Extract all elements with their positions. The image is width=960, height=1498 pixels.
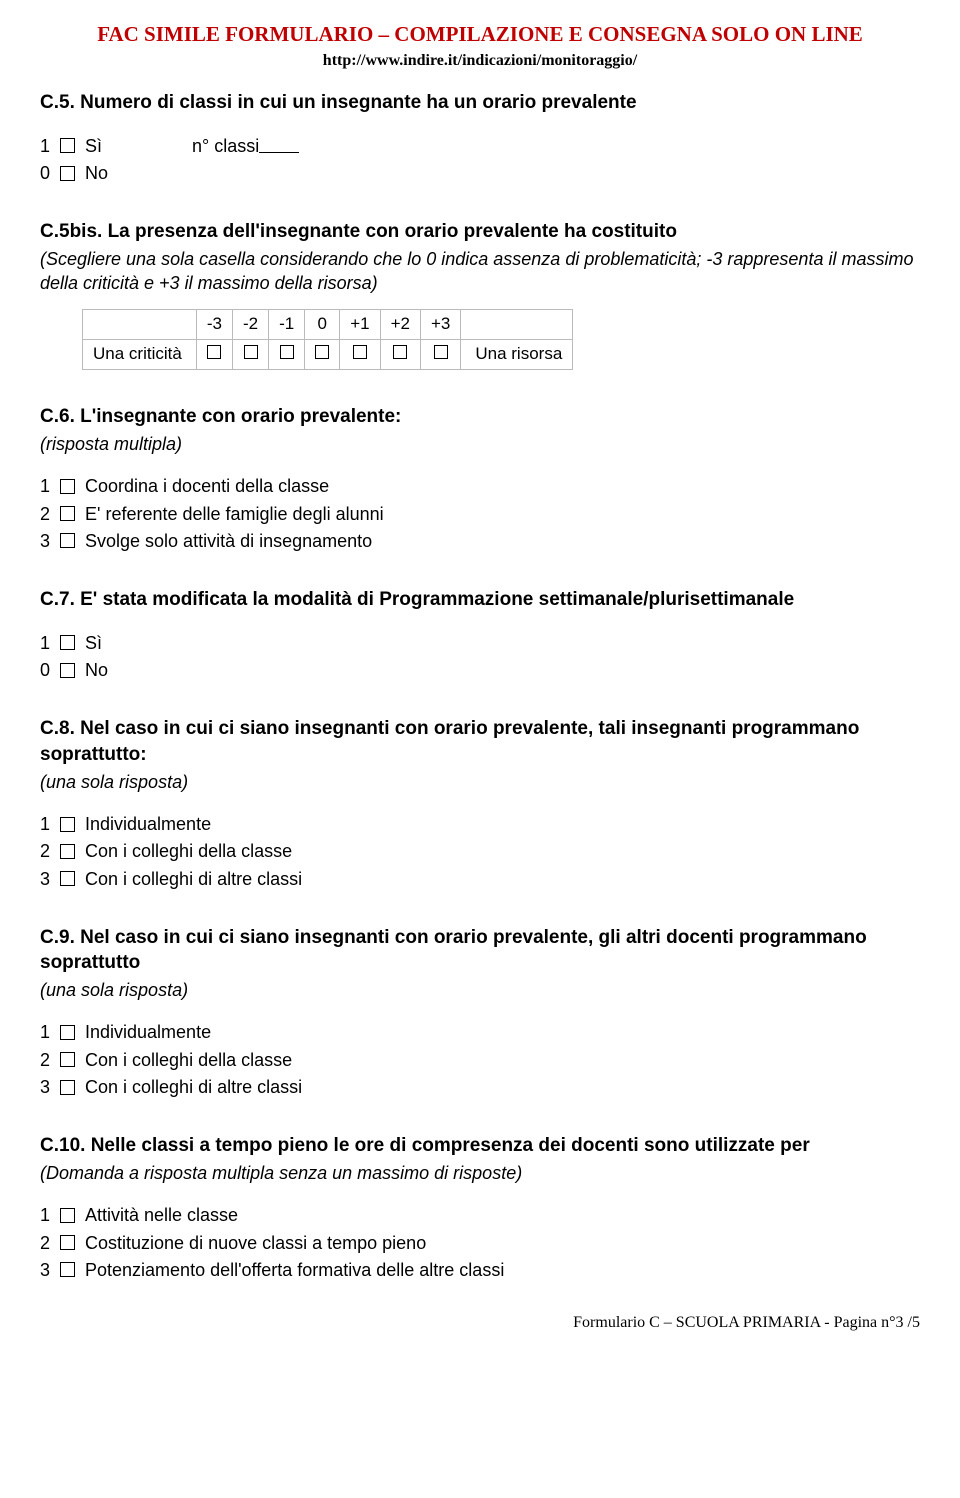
checkbox-icon[interactable] <box>434 345 448 359</box>
c5-title: C.5. Numero di classi in cui un insegnan… <box>40 90 920 116</box>
c9-note: (una sola risposta) <box>40 978 920 1002</box>
c5-nclassi-input[interactable] <box>259 139 299 153</box>
question-c5bis: C.5bis. La presenza dell'insegnante con … <box>40 219 920 370</box>
checkbox-icon[interactable] <box>60 1052 75 1067</box>
c9-opt3-label: Con i colleghi di altre classi <box>85 1075 302 1099</box>
c8-opt2-num: 2 <box>40 839 60 863</box>
scale-header: +1 <box>340 310 380 340</box>
c5-opt0-num: 0 <box>40 161 60 185</box>
c8-title: C.8. Nel caso in cui ci siano insegnanti… <box>40 716 920 767</box>
c5-nclassi-label: n° classi <box>192 134 259 158</box>
c6-opt3-num: 3 <box>40 529 60 553</box>
c5bis-right-label: Una risorsa <box>461 340 573 370</box>
c9-opt2-num: 2 <box>40 1048 60 1072</box>
checkbox-icon[interactable] <box>393 345 407 359</box>
c6-title: C.6. L'insegnante con orario prevalente: <box>40 404 920 430</box>
checkbox-icon[interactable] <box>60 1208 75 1223</box>
checkbox-icon[interactable] <box>60 533 75 548</box>
checkbox-icon[interactable] <box>60 1080 75 1095</box>
c6-opt1-num: 1 <box>40 474 60 498</box>
c9-opt3-num: 3 <box>40 1075 60 1099</box>
c8-opt3-label: Con i colleghi di altre classi <box>85 867 302 891</box>
checkbox-icon[interactable] <box>60 663 75 678</box>
checkbox-icon[interactable] <box>280 345 294 359</box>
checkbox-icon[interactable] <box>60 479 75 494</box>
c8-note: (una sola risposta) <box>40 770 920 794</box>
c7-opt0-num: 0 <box>40 658 60 682</box>
c7-opt0-label: No <box>85 658 108 682</box>
c10-opt1-num: 1 <box>40 1203 60 1227</box>
page-header-title: FAC SIMILE FORMULARIO – COMPILAZIONE E C… <box>40 20 920 48</box>
scale-header: -1 <box>269 310 305 340</box>
c10-opt2-num: 2 <box>40 1231 60 1255</box>
c5bis-title: C.5bis. La presenza dell'insegnante con … <box>40 221 677 242</box>
scale-header: +3 <box>420 310 460 340</box>
c6-opt2-label: E' referente delle famiglie degli alunni <box>85 502 384 526</box>
c10-opt3-num: 3 <box>40 1258 60 1282</box>
c9-title: C.9. Nel caso in cui ci siano insegnanti… <box>40 925 920 976</box>
question-c8: C.8. Nel caso in cui ci siano insegnanti… <box>40 716 920 890</box>
c8-opt3-num: 3 <box>40 867 60 891</box>
checkbox-icon[interactable] <box>60 844 75 859</box>
c9-opt1-num: 1 <box>40 1020 60 1044</box>
question-c6: C.6. L'insegnante con orario prevalente:… <box>40 404 920 553</box>
c10-title: C.10. Nelle classi a tempo pieno le ore … <box>40 1133 920 1159</box>
checkbox-icon[interactable] <box>60 1262 75 1277</box>
checkbox-icon[interactable] <box>353 345 367 359</box>
c10-note: (Domanda a risposta multipla senza un ma… <box>40 1161 920 1185</box>
c5bis-left-label: Una criticità <box>83 340 197 370</box>
c6-opt3-label: Svolge solo attività di insegnamento <box>85 529 372 553</box>
c9-opt2-label: Con i colleghi della classe <box>85 1048 292 1072</box>
checkbox-icon[interactable] <box>60 635 75 650</box>
c5bis-scale-table: -3 -2 -1 0 +1 +2 +3 Una criticità Una ri… <box>82 309 573 370</box>
checkbox-icon[interactable] <box>60 138 75 153</box>
question-c9: C.9. Nel caso in cui ci siano insegnanti… <box>40 925 920 1099</box>
page-header-url: http://www.indire.it/indicazioni/monitor… <box>40 50 920 72</box>
c10-opt2-label: Costituzione di nuove classi a tempo pie… <box>85 1231 426 1255</box>
checkbox-icon[interactable] <box>60 817 75 832</box>
checkbox-icon[interactable] <box>60 166 75 181</box>
checkbox-icon[interactable] <box>60 1025 75 1040</box>
c8-opt1-label: Individualmente <box>85 812 211 836</box>
c6-note: (risposta multipla) <box>40 432 920 456</box>
question-c5: C.5. Numero di classi in cui un insegnan… <box>40 90 920 185</box>
c6-opt1-label: Coordina i docenti della classe <box>85 474 329 498</box>
c8-opt2-label: Con i colleghi della classe <box>85 839 292 863</box>
checkbox-icon[interactable] <box>315 345 329 359</box>
c10-opt3-label: Potenziamento dell'offerta formativa del… <box>85 1258 504 1282</box>
c5-opt1-label: Sì <box>85 134 102 158</box>
c9-opt1-label: Individualmente <box>85 1020 211 1044</box>
c6-opt2-num: 2 <box>40 502 60 526</box>
c7-opt1-label: Sì <box>85 631 102 655</box>
c5-opt0-label: No <box>85 161 108 185</box>
checkbox-icon[interactable] <box>60 1235 75 1250</box>
c5bis-note: (Scegliere una sola casella considerando… <box>40 247 920 296</box>
scale-header: +2 <box>380 310 420 340</box>
page-footer: Formulario C – SCUOLA PRIMARIA - Pagina … <box>40 1312 920 1334</box>
scale-header: 0 <box>305 310 340 340</box>
c5-opt1-num: 1 <box>40 134 60 158</box>
c8-opt1-num: 1 <box>40 812 60 836</box>
checkbox-icon[interactable] <box>60 506 75 521</box>
c10-opt1-label: Attività nelle classe <box>85 1203 238 1227</box>
scale-header: -2 <box>232 310 268 340</box>
checkbox-icon[interactable] <box>60 871 75 886</box>
checkbox-icon[interactable] <box>207 345 221 359</box>
question-c7: C.7. E' stata modificata la modalità di … <box>40 587 920 682</box>
c7-title: C.7. E' stata modificata la modalità di … <box>40 587 920 613</box>
scale-header: -3 <box>196 310 232 340</box>
checkbox-icon[interactable] <box>244 345 258 359</box>
c7-opt1-num: 1 <box>40 631 60 655</box>
question-c10: C.10. Nelle classi a tempo pieno le ore … <box>40 1133 920 1282</box>
